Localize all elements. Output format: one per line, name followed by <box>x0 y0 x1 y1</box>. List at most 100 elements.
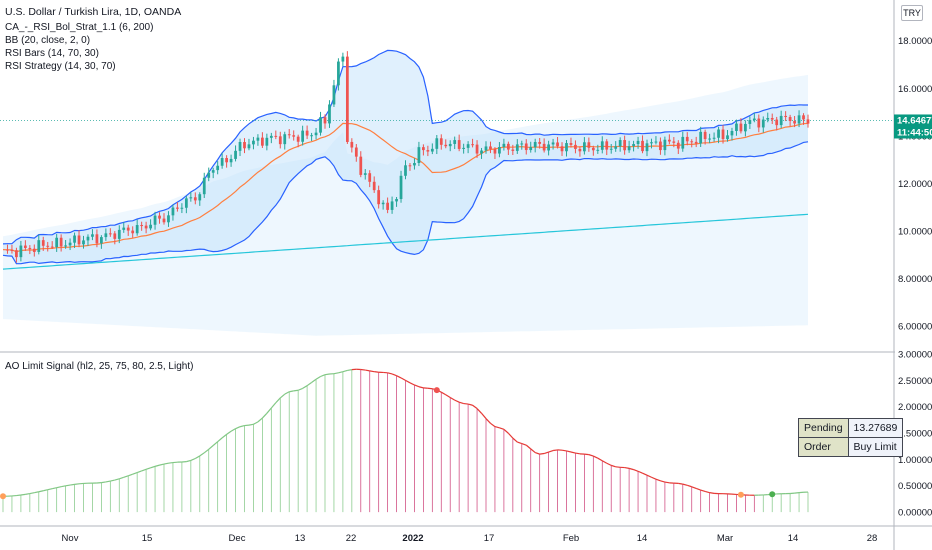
ao-line <box>476 408 482 414</box>
ao-line <box>128 473 133 477</box>
candle-body <box>131 230 135 234</box>
ao-line <box>284 391 290 395</box>
ao-study-label[interactable]: AO Limit Signal (hl2, 25, 75, 80, 2.5, L… <box>5 361 194 372</box>
candle-body <box>404 165 407 176</box>
time-tick-label: 22 <box>346 533 357 544</box>
candle-body <box>453 140 457 144</box>
ao-line <box>208 445 214 450</box>
ao-line <box>624 466 630 469</box>
ao-line <box>195 455 201 460</box>
ao-line <box>253 421 259 425</box>
ao-line <box>660 480 666 483</box>
candle-body <box>176 207 179 209</box>
ao-line <box>221 433 227 439</box>
ao-line <box>230 428 236 432</box>
candle-body <box>153 215 157 225</box>
candle-body <box>399 175 403 200</box>
ao-line <box>29 492 35 495</box>
candle-body <box>413 162 416 166</box>
study-3[interactable]: RSI Bars (14, 70, 30) <box>5 48 99 59</box>
time-tick-label: 13 <box>295 533 306 544</box>
ao-line <box>266 407 272 414</box>
study-2[interactable]: BB (20, close, 2, 0) <box>5 35 91 46</box>
candle-body <box>117 229 121 239</box>
ao-line <box>226 430 232 435</box>
candle-body <box>269 135 273 138</box>
candle-body <box>104 233 108 238</box>
time-tick-label: Nov <box>62 533 79 544</box>
ao-line <box>553 449 558 452</box>
candle-body <box>583 142 586 152</box>
ao-line <box>261 412 268 419</box>
ao-line <box>655 478 661 482</box>
ao-line <box>275 397 281 404</box>
candle-body <box>162 218 166 223</box>
candle-body <box>775 119 779 126</box>
ao-line <box>34 491 39 494</box>
currency-badge[interactable]: TRY <box>901 5 923 21</box>
candle-body <box>140 225 144 227</box>
candle-body <box>690 141 694 143</box>
ao-line <box>289 390 294 393</box>
ao-line <box>682 483 688 486</box>
candle-body <box>314 132 318 136</box>
ao-line <box>534 452 540 455</box>
candle-body <box>350 141 354 148</box>
candle-body <box>802 115 805 120</box>
ao-line <box>347 369 352 372</box>
candle-body <box>484 146 488 151</box>
ao-line <box>651 476 657 480</box>
ao-line <box>105 480 111 483</box>
ao-line <box>628 467 634 471</box>
ao-line <box>20 493 26 496</box>
ao-line <box>248 423 254 426</box>
candle-body <box>556 142 559 147</box>
candle-body <box>730 130 734 136</box>
candle-body <box>265 137 269 146</box>
candle-body <box>600 141 604 150</box>
candle-body <box>676 142 680 149</box>
ao-tick-label: 2.00000 <box>898 402 932 413</box>
ao-tick-label: 2.50000 <box>898 376 932 387</box>
candle-body <box>82 240 85 245</box>
candle-body <box>645 143 649 152</box>
candle-body <box>591 147 595 151</box>
signal-dot <box>0 493 6 500</box>
time-tick-label: Mar <box>717 533 733 544</box>
study-1[interactable]: CA_-_RSI_Bol_Strat_1.1 (6, 200) <box>5 22 154 33</box>
ao-line <box>320 374 326 378</box>
time-tick-label: 17 <box>484 533 495 544</box>
candle-body <box>672 141 676 143</box>
candle-body <box>354 147 358 157</box>
ao-line <box>119 476 124 480</box>
candle-body <box>735 123 738 131</box>
ao-line <box>136 470 142 474</box>
candle-body <box>108 233 112 235</box>
ao-line <box>257 417 263 423</box>
ao-line <box>454 399 460 403</box>
signal-dot <box>433 387 440 394</box>
ao-line <box>302 385 308 389</box>
ao-line <box>168 461 174 464</box>
candle-body <box>305 130 309 136</box>
ao-line <box>217 437 223 443</box>
ao-line <box>646 474 652 478</box>
candle-body <box>211 170 215 173</box>
candle-body <box>462 147 466 149</box>
candle-body <box>220 158 224 166</box>
candle-body <box>712 137 716 139</box>
candle-body <box>345 56 349 142</box>
chart-title: U.S. Dollar / Turkish Lira, 1D, OANDA <box>5 6 182 18</box>
ao-line <box>110 479 115 482</box>
order-value: Buy Limit <box>847 437 904 457</box>
ao-line <box>235 426 241 430</box>
study-4[interactable]: RSI Strategy (14, 30, 70) <box>5 61 116 72</box>
candle-body <box>627 146 631 151</box>
candle-body <box>359 156 363 175</box>
ao-line <box>396 375 402 379</box>
candle-body <box>41 240 45 246</box>
ao-tick-label: 0.00000 <box>898 508 932 519</box>
candle-body <box>64 245 67 247</box>
candle-body <box>77 235 81 245</box>
